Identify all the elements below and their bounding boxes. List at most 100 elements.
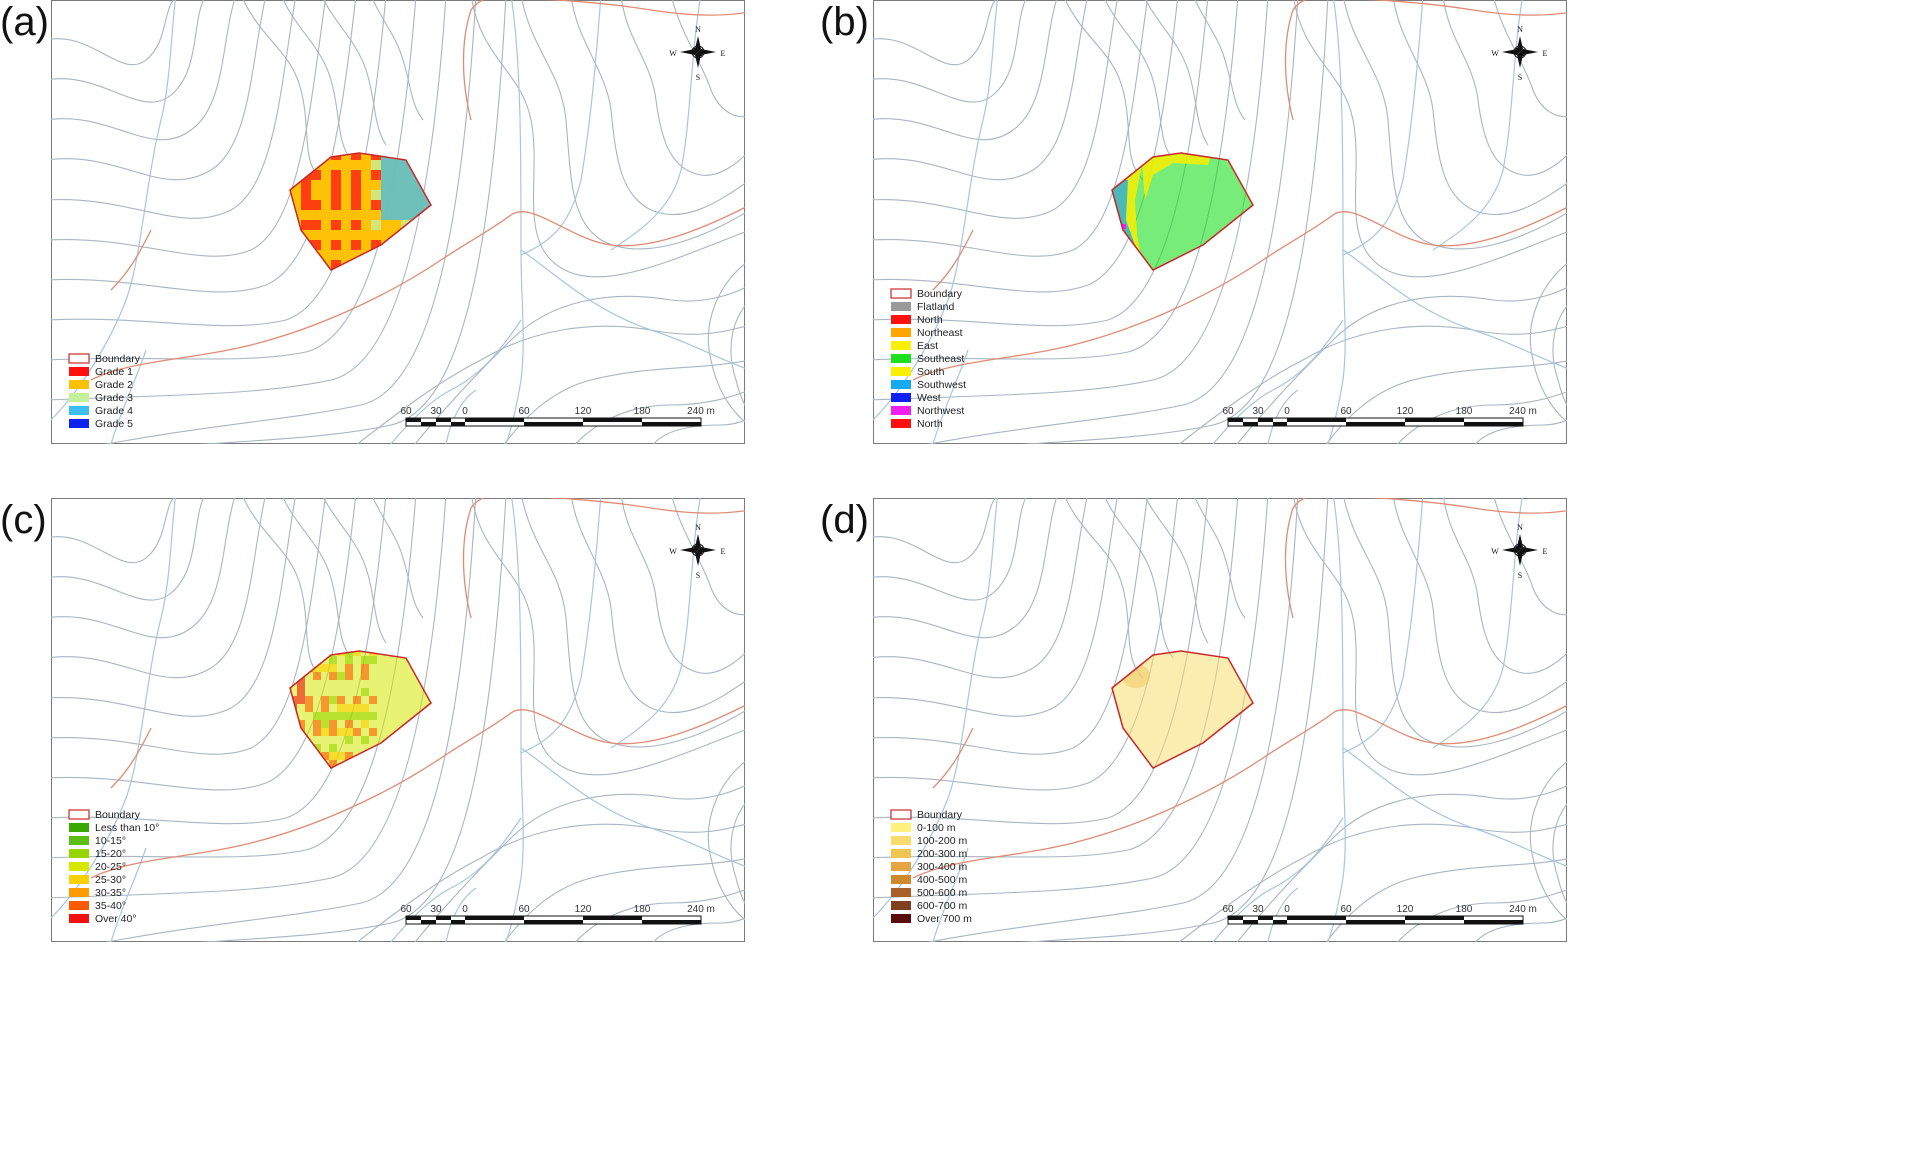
road-line bbox=[1284, 498, 1307, 619]
contour-line bbox=[707, 761, 745, 921]
legend-label: 500-600 m bbox=[917, 887, 967, 899]
stream-line bbox=[1342, 747, 1567, 867]
compass-label-e: E bbox=[1543, 49, 1548, 58]
contour-line bbox=[574, 889, 745, 942]
legend-swatch-boundary bbox=[68, 809, 90, 820]
stream-line bbox=[520, 498, 602, 754]
legend-label: Grade 5 bbox=[95, 418, 133, 430]
contour-line bbox=[414, 286, 745, 444]
stream-line bbox=[1327, 498, 1346, 942]
legend-label: East bbox=[917, 340, 938, 352]
contour-line bbox=[51, 498, 387, 825]
stream-line bbox=[1267, 389, 1299, 444]
contour-line bbox=[1443, 498, 1567, 674]
contour-line bbox=[323, 0, 387, 146]
contour-line bbox=[197, 498, 507, 942]
scale-tick-label: 60 bbox=[1222, 406, 1234, 417]
contour-line bbox=[51, 498, 326, 755]
legend-label: Boundary bbox=[95, 809, 141, 821]
legend-swatch bbox=[891, 914, 911, 923]
legend-label: Grade 3 bbox=[95, 392, 133, 404]
stream-line bbox=[610, 498, 701, 749]
legend-swatch-boundary bbox=[68, 353, 90, 364]
contour-line bbox=[1552, 305, 1567, 407]
legend-swatch-boundary bbox=[890, 809, 912, 820]
legend-label: North bbox=[917, 418, 943, 430]
scale-tick-label: 120 bbox=[1397, 406, 1414, 417]
contour-line bbox=[1194, 498, 1246, 619]
contour-line bbox=[51, 0, 326, 257]
boundary-outline bbox=[289, 152, 432, 271]
legend-swatch bbox=[891, 328, 911, 337]
contour-line bbox=[282, 0, 352, 161]
scale-tick-label: 120 bbox=[1397, 904, 1414, 915]
contour-line bbox=[51, 498, 236, 639]
boundary-outline bbox=[289, 650, 432, 769]
contour-line bbox=[51, 498, 296, 717]
stream-line bbox=[873, 0, 998, 421]
scale-tick-label: 30 bbox=[1252, 904, 1264, 915]
legend-label: 100-200 m bbox=[917, 835, 967, 847]
legend-swatch bbox=[891, 380, 911, 389]
contour-line bbox=[1145, 498, 1209, 644]
legend-label: 300-400 m bbox=[917, 861, 967, 873]
contour-line bbox=[1443, 0, 1567, 176]
stream-line bbox=[1342, 498, 1424, 754]
legend-label: South bbox=[917, 366, 945, 378]
scale-bar: 60 30 0 60 120 180 240 m bbox=[1222, 904, 1537, 925]
compass-label-n: N bbox=[1517, 523, 1523, 532]
road-line bbox=[545, 0, 745, 16]
compass-label-s: S bbox=[696, 571, 700, 580]
contour-line bbox=[1064, 0, 1144, 181]
contour-line bbox=[414, 784, 745, 942]
contour-line bbox=[873, 0, 997, 66]
scale-tick-label: 60 bbox=[518, 406, 530, 417]
contour-line bbox=[51, 0, 205, 103]
contour-line bbox=[282, 498, 352, 659]
contour-line bbox=[873, 498, 1269, 899]
legend-swatch bbox=[891, 302, 911, 311]
stream-line bbox=[51, 498, 176, 919]
compass-label-s: S bbox=[1518, 73, 1522, 82]
contour-line bbox=[51, 0, 417, 361]
contour-line bbox=[51, 0, 296, 219]
contour-line bbox=[1019, 498, 1329, 942]
contour-line bbox=[1145, 0, 1209, 146]
contour-line bbox=[873, 498, 1058, 639]
scale-tick-label: 240 m bbox=[1509, 904, 1537, 915]
legend-label: North bbox=[917, 314, 943, 326]
legend-swatch bbox=[891, 862, 911, 871]
scale-tick-label: 60 bbox=[518, 904, 530, 915]
legend-swatch bbox=[69, 901, 89, 910]
roads bbox=[90, 498, 745, 879]
stream-line bbox=[1267, 887, 1299, 942]
legend-swatch bbox=[891, 406, 911, 415]
stream-line bbox=[110, 847, 147, 942]
contour-line bbox=[707, 263, 745, 423]
legend-swatch bbox=[891, 393, 911, 402]
legend-label: West bbox=[917, 392, 941, 404]
compass-label-s: S bbox=[696, 73, 700, 82]
scale-bar: 60 30 0 60 120 180 240 m bbox=[400, 406, 715, 427]
contour-line bbox=[873, 0, 1209, 327]
stream-line bbox=[110, 349, 147, 444]
contour-line bbox=[873, 498, 1239, 859]
contour-line bbox=[1064, 498, 1144, 679]
legend-label: Over 700 m bbox=[917, 913, 972, 925]
contour-lines bbox=[51, 498, 745, 942]
legend-swatch bbox=[891, 354, 911, 363]
contour-line bbox=[1194, 0, 1246, 121]
legend-label: Northeast bbox=[917, 327, 963, 339]
scale-tick-label: 0 bbox=[1284, 904, 1290, 915]
legend-swatch bbox=[891, 836, 911, 845]
contour-line bbox=[51, 498, 266, 679]
road-line bbox=[1284, 0, 1307, 121]
compass-label-e: E bbox=[1543, 547, 1548, 556]
contour-line bbox=[873, 0, 1148, 257]
scale-tick-label: 120 bbox=[575, 904, 592, 915]
legend-label: Boundary bbox=[95, 353, 141, 365]
stream-line bbox=[445, 389, 477, 444]
legend-label: 30-35° bbox=[95, 887, 126, 899]
